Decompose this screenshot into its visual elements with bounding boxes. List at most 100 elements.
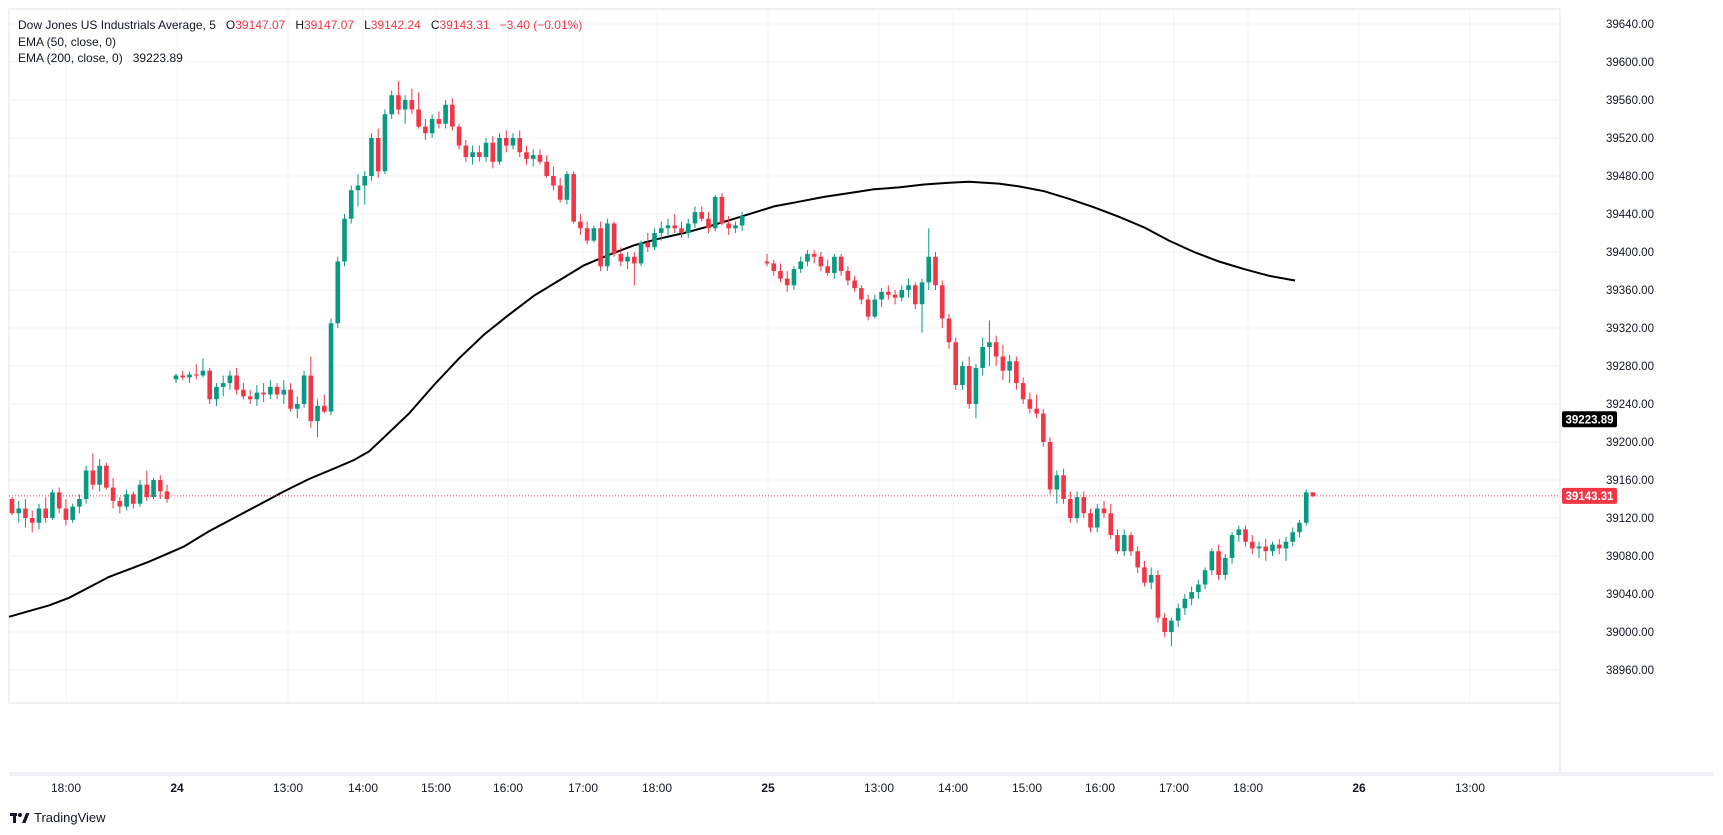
candle[interactable] [1128,532,1134,556]
candle[interactable] [43,497,48,523]
candle[interactable] [1047,437,1053,495]
candle[interactable] [348,185,354,224]
candle[interactable] [227,370,233,390]
candle[interactable] [23,499,28,528]
candle[interactable] [328,318,334,416]
candle[interactable] [456,123,462,150]
candle[interactable] [672,214,678,233]
candle[interactable] [173,373,179,384]
candle[interactable] [200,358,206,378]
candle[interactable] [872,294,878,319]
tradingview-branding[interactable]: TradingView [10,810,106,825]
candle[interactable] [470,145,475,165]
candle[interactable] [382,109,388,175]
candle[interactable] [1196,579,1201,599]
candle[interactable] [288,383,293,412]
candle[interactable] [355,174,361,207]
candle[interactable] [1000,345,1006,381]
candle[interactable] [571,171,576,224]
candle[interactable] [939,280,945,329]
candle[interactable] [798,256,803,273]
candle[interactable] [879,288,884,308]
candle[interactable] [605,218,610,271]
candle[interactable] [632,252,637,286]
candle[interactable] [268,380,273,400]
candle[interactable] [409,88,415,115]
candle[interactable] [247,389,253,404]
candle[interactable] [261,383,266,403]
candle[interactable] [719,193,725,226]
candle[interactable] [157,475,163,499]
candle[interactable] [1162,613,1167,637]
ema50-row[interactable]: EMA (50, close, 0) [18,34,582,51]
candle[interactable] [699,206,705,222]
candle[interactable] [124,489,129,511]
candle[interactable] [692,206,698,229]
candle[interactable] [1297,519,1302,537]
candle[interactable] [1014,356,1019,390]
candle[interactable] [1094,503,1100,533]
candle[interactable] [818,252,824,271]
candle[interactable] [530,149,536,167]
candle[interactable] [611,221,617,257]
candle[interactable] [524,145,529,165]
candle[interactable] [110,478,116,509]
candle[interactable] [598,221,603,271]
candle[interactable] [584,221,590,245]
candle[interactable] [993,335,999,366]
candle[interactable] [1148,567,1154,590]
candle[interactable] [1135,546,1140,574]
candle[interactable] [1263,538,1269,561]
candle[interactable] [1256,541,1262,558]
candle[interactable] [665,218,671,235]
candle[interactable] [16,500,22,523]
candle[interactable] [933,252,938,290]
candle[interactable] [503,130,509,153]
candle[interactable] [899,285,905,302]
candle[interactable] [193,364,199,380]
candle[interactable] [1061,468,1066,504]
candle[interactable] [805,250,810,267]
candle[interactable] [1155,570,1161,623]
candle[interactable] [859,285,864,305]
candle[interactable] [375,128,381,178]
candle[interactable] [131,491,136,509]
candle[interactable] [886,285,891,300]
candle[interactable] [865,294,871,321]
candle[interactable] [301,370,307,408]
candle[interactable] [832,253,837,279]
candle[interactable] [443,100,448,129]
candle[interactable] [83,465,89,504]
candle[interactable] [726,215,731,235]
candle[interactable] [164,484,170,503]
candle[interactable] [825,259,830,276]
candle[interactable] [1303,489,1309,526]
candle[interactable] [706,212,711,233]
candle[interactable] [784,271,790,292]
candle[interactable] [578,214,583,235]
candle[interactable] [144,470,150,501]
candle[interactable] [1115,529,1120,555]
candle[interactable] [658,221,664,241]
axes[interactable]: 39640.00 39600.00 39560.00 39520.00 39480.00… [9,9,1714,795]
candle[interactable] [1236,525,1242,542]
candle[interactable] [966,356,972,409]
candle[interactable] [679,221,684,238]
candle[interactable] [551,166,556,191]
candle[interactable] [429,114,435,138]
candle[interactable] [396,81,401,115]
candle[interactable] [1121,529,1127,556]
candle[interactable] [423,119,428,140]
candle[interactable] [362,171,368,205]
candle[interactable] [1108,503,1114,539]
candle[interactable] [946,313,952,349]
candle[interactable] [960,361,965,390]
candle[interactable] [980,337,985,376]
candle[interactable] [369,133,374,181]
candle[interactable] [1243,525,1248,547]
candle[interactable] [9,497,15,516]
candle[interactable] [771,259,777,276]
candle[interactable] [50,489,55,520]
candle[interactable] [733,221,738,233]
